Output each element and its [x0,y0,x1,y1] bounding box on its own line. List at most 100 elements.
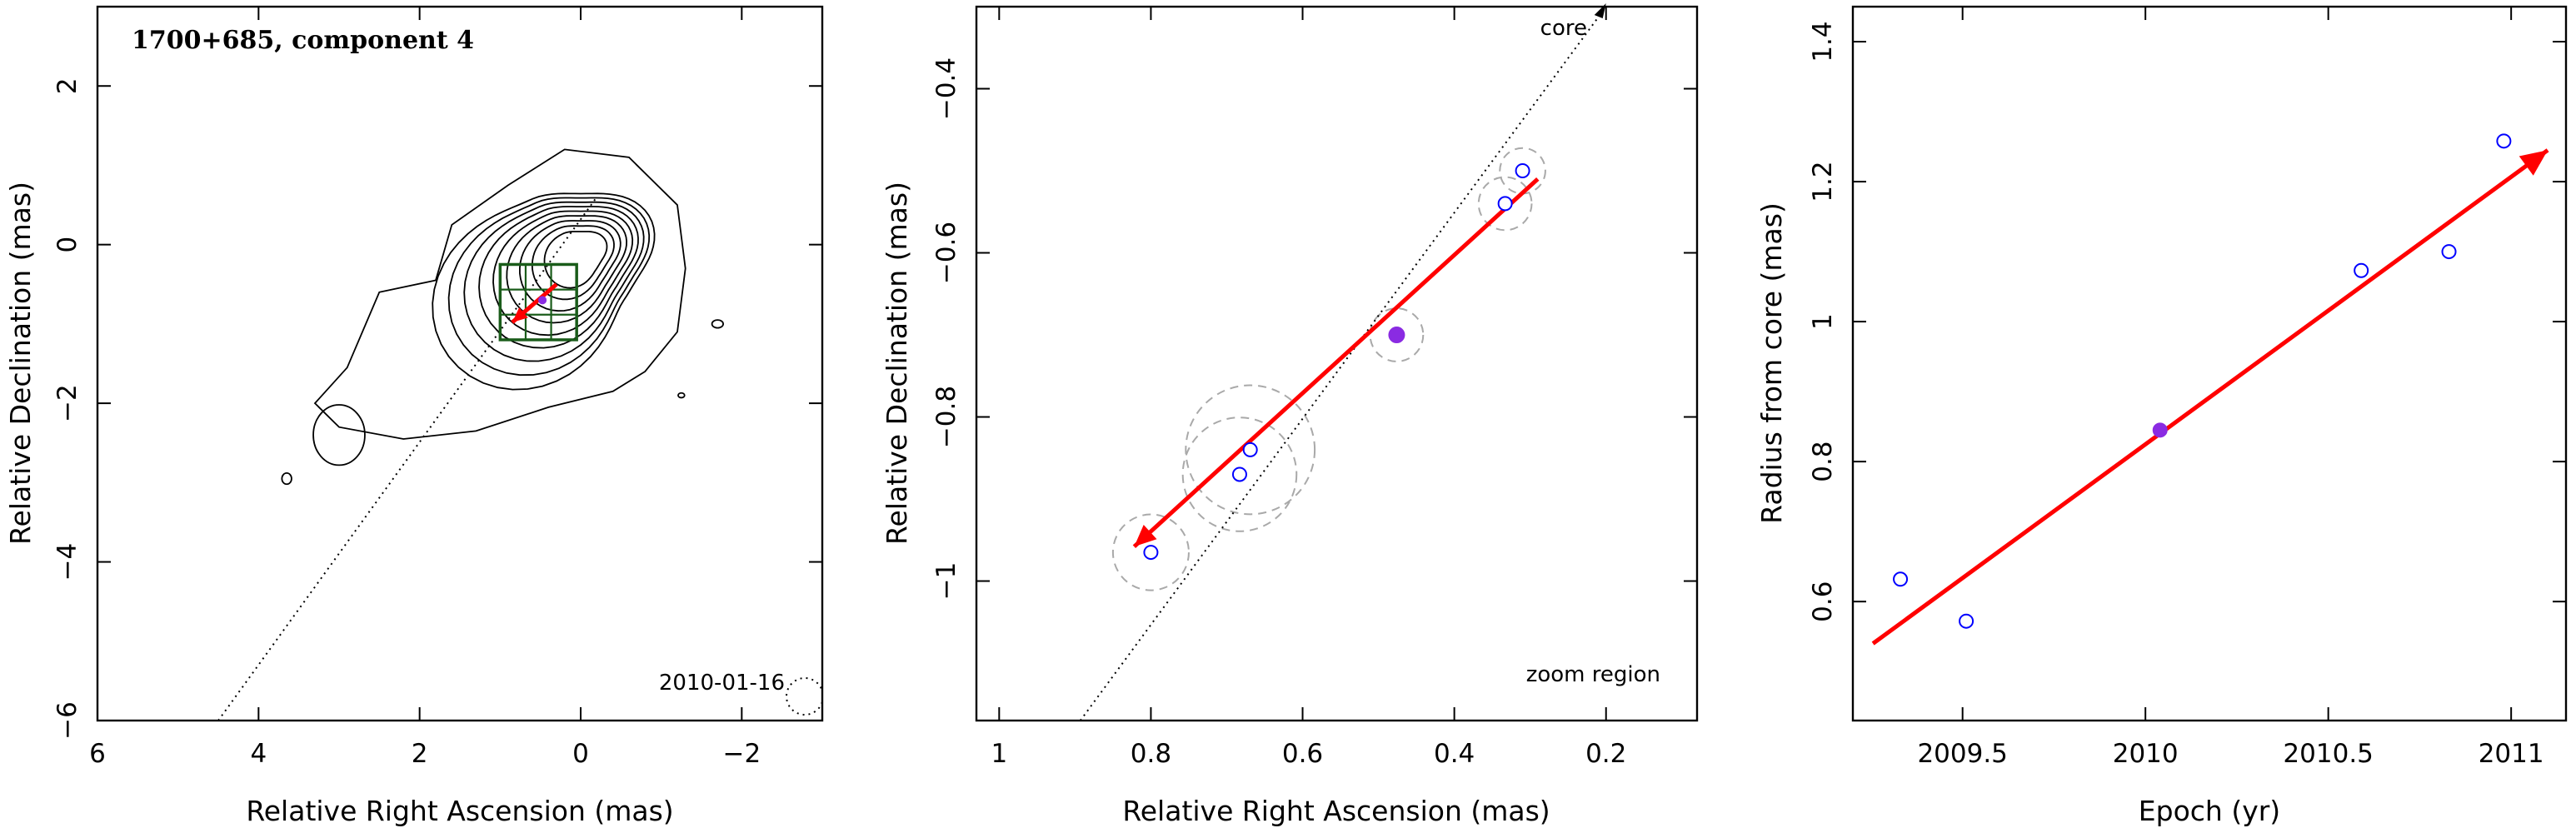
y-tick-label: −4 [52,543,82,581]
y-tick-label: −0.8 [931,386,961,448]
error-circle [1111,513,1190,591]
contour-level [506,215,628,324]
x-tick-label: 6 [89,739,106,769]
x-tick-label: 0 [572,739,589,769]
point-open [1242,441,1258,457]
contour-outer [313,148,686,440]
core-arrow-head [1594,3,1606,18]
x-tick-label: 2 [412,739,428,769]
point-open [2496,133,2512,149]
error-circle [1185,384,1316,516]
contour-blob [312,404,366,466]
y-axis-label: Relative Declination (mas) [881,182,913,545]
y-tick-label: 0.6 [1808,581,1838,622]
x-axis-label: Relative Right Ascension (mas) [246,795,673,827]
panel-contour-map: 6 4 2 0 −2 −6 −4 −2 0 2 1700+685, component 4 201… [4,5,824,827]
contour-level [432,192,656,391]
panel-zoom-region: 1 0.8 0.6 0.4 0.2 −1 −0.8 −0.6 −0.4 core zoom re… [881,3,1699,827]
y-tick-label: −1 [931,562,961,601]
point-open [1231,466,1247,482]
x-axis-label: Relative Right Ascension (mas) [1122,795,1550,827]
y-axis-label: Radius from core (mas) [1755,202,1788,524]
contour-layer [217,148,822,721]
error-circle [1477,176,1533,232]
x-tick-label: 2009.5 [1917,739,2007,769]
date-label: 2010-01-16 [659,671,785,696]
contours [281,148,724,486]
axis-ticks: 6 4 2 0 −2 −6 −4 −2 0 2 [52,7,822,769]
radius-points [1893,133,2512,629]
error-circles [1111,147,1546,591]
frame [975,5,1699,722]
arrow-shaft [1871,148,2549,646]
core-label: core [1540,16,1587,41]
point-open [1893,571,1909,587]
x-tick-label: 2010 [2113,739,2179,769]
point-open [1497,196,1513,212]
x-tick-label: 0.2 [1585,739,1626,769]
zoom-box [498,262,578,342]
point-open [2354,262,2369,278]
x-tick-label: 1 [991,739,1007,769]
point-open [1143,545,1159,561]
error-circle [1181,416,1298,532]
zoom-label: zoom region [1526,662,1660,687]
zoom-box-frame [498,262,578,342]
zoom-layer [1079,7,1607,721]
contour-level [543,231,608,289]
panel-title: 1700+685, component 4 [132,26,474,55]
plot-layer [1871,133,2549,646]
error-circle [1369,307,1425,362]
x-tick-label: −2 [722,739,761,769]
y-tick-label: 1 [1808,313,1838,330]
axis-ticks: 1 0.8 0.6 0.4 0.2 −1 −0.8 −0.6 −0.4 [931,7,1697,769]
motion-arrow [1132,177,1540,549]
core-arrowhead [1594,3,1606,18]
fit-arrow [1871,148,2549,646]
contour-blob [677,392,686,399]
y-tick-label: −6 [52,701,82,740]
panel-radius-epoch: 2009.5 2010 2010.5 2011 0.6 0.8 1 1.2 1.4 Epoch … [1755,5,2568,827]
contour-blob [711,319,724,329]
axis-ticks: 2009.5 2010 2010.5 2011 0.6 0.8 1 1.2 1.4 [1808,7,2566,769]
arrow-head [2519,150,2549,176]
beam-ellipse [786,677,822,716]
contour-level [531,225,615,301]
position-points [1143,163,1530,561]
frame [1851,5,2568,722]
arrow-shaft [1132,177,1540,549]
y-tick-label: 1.4 [1808,21,1838,62]
x-tick-label: 2011 [2479,739,2544,769]
x-tick-label: 0.4 [1434,739,1475,769]
frame [96,5,824,722]
contour-blob [281,472,292,486]
contour-level [447,197,651,377]
contour-level [492,210,634,337]
y-tick-label: 2 [52,77,82,94]
x-tick-label: 2010.5 [2283,739,2373,769]
component-marker [538,296,547,305]
x-tick-label: 0.6 [1282,739,1323,769]
core-direction-line [1079,7,1607,721]
x-axis-label: Epoch (yr) [2139,795,2280,827]
contour-level [478,206,639,349]
y-tick-label: −2 [52,384,82,422]
point-filled [2152,422,2168,438]
contour-level [463,201,645,362]
y-tick-label: −0.6 [931,222,961,284]
y-tick-label: 0 [52,237,82,253]
y-axis-label: Relative Declination (mas) [4,182,37,545]
arrow-head [1134,525,1157,547]
point-open [1515,163,1530,179]
y-tick-label: 0.8 [1808,441,1838,481]
arrow-head [512,307,528,322]
contour-level [519,220,622,312]
point-open [1959,613,1974,629]
y-tick-label: −0.4 [931,57,961,120]
point-filled [1388,327,1405,344]
x-tick-label: 0.8 [1131,739,1171,769]
trajectory-line [217,196,598,721]
point-open [2441,244,2457,260]
x-tick-label: 4 [250,739,267,769]
